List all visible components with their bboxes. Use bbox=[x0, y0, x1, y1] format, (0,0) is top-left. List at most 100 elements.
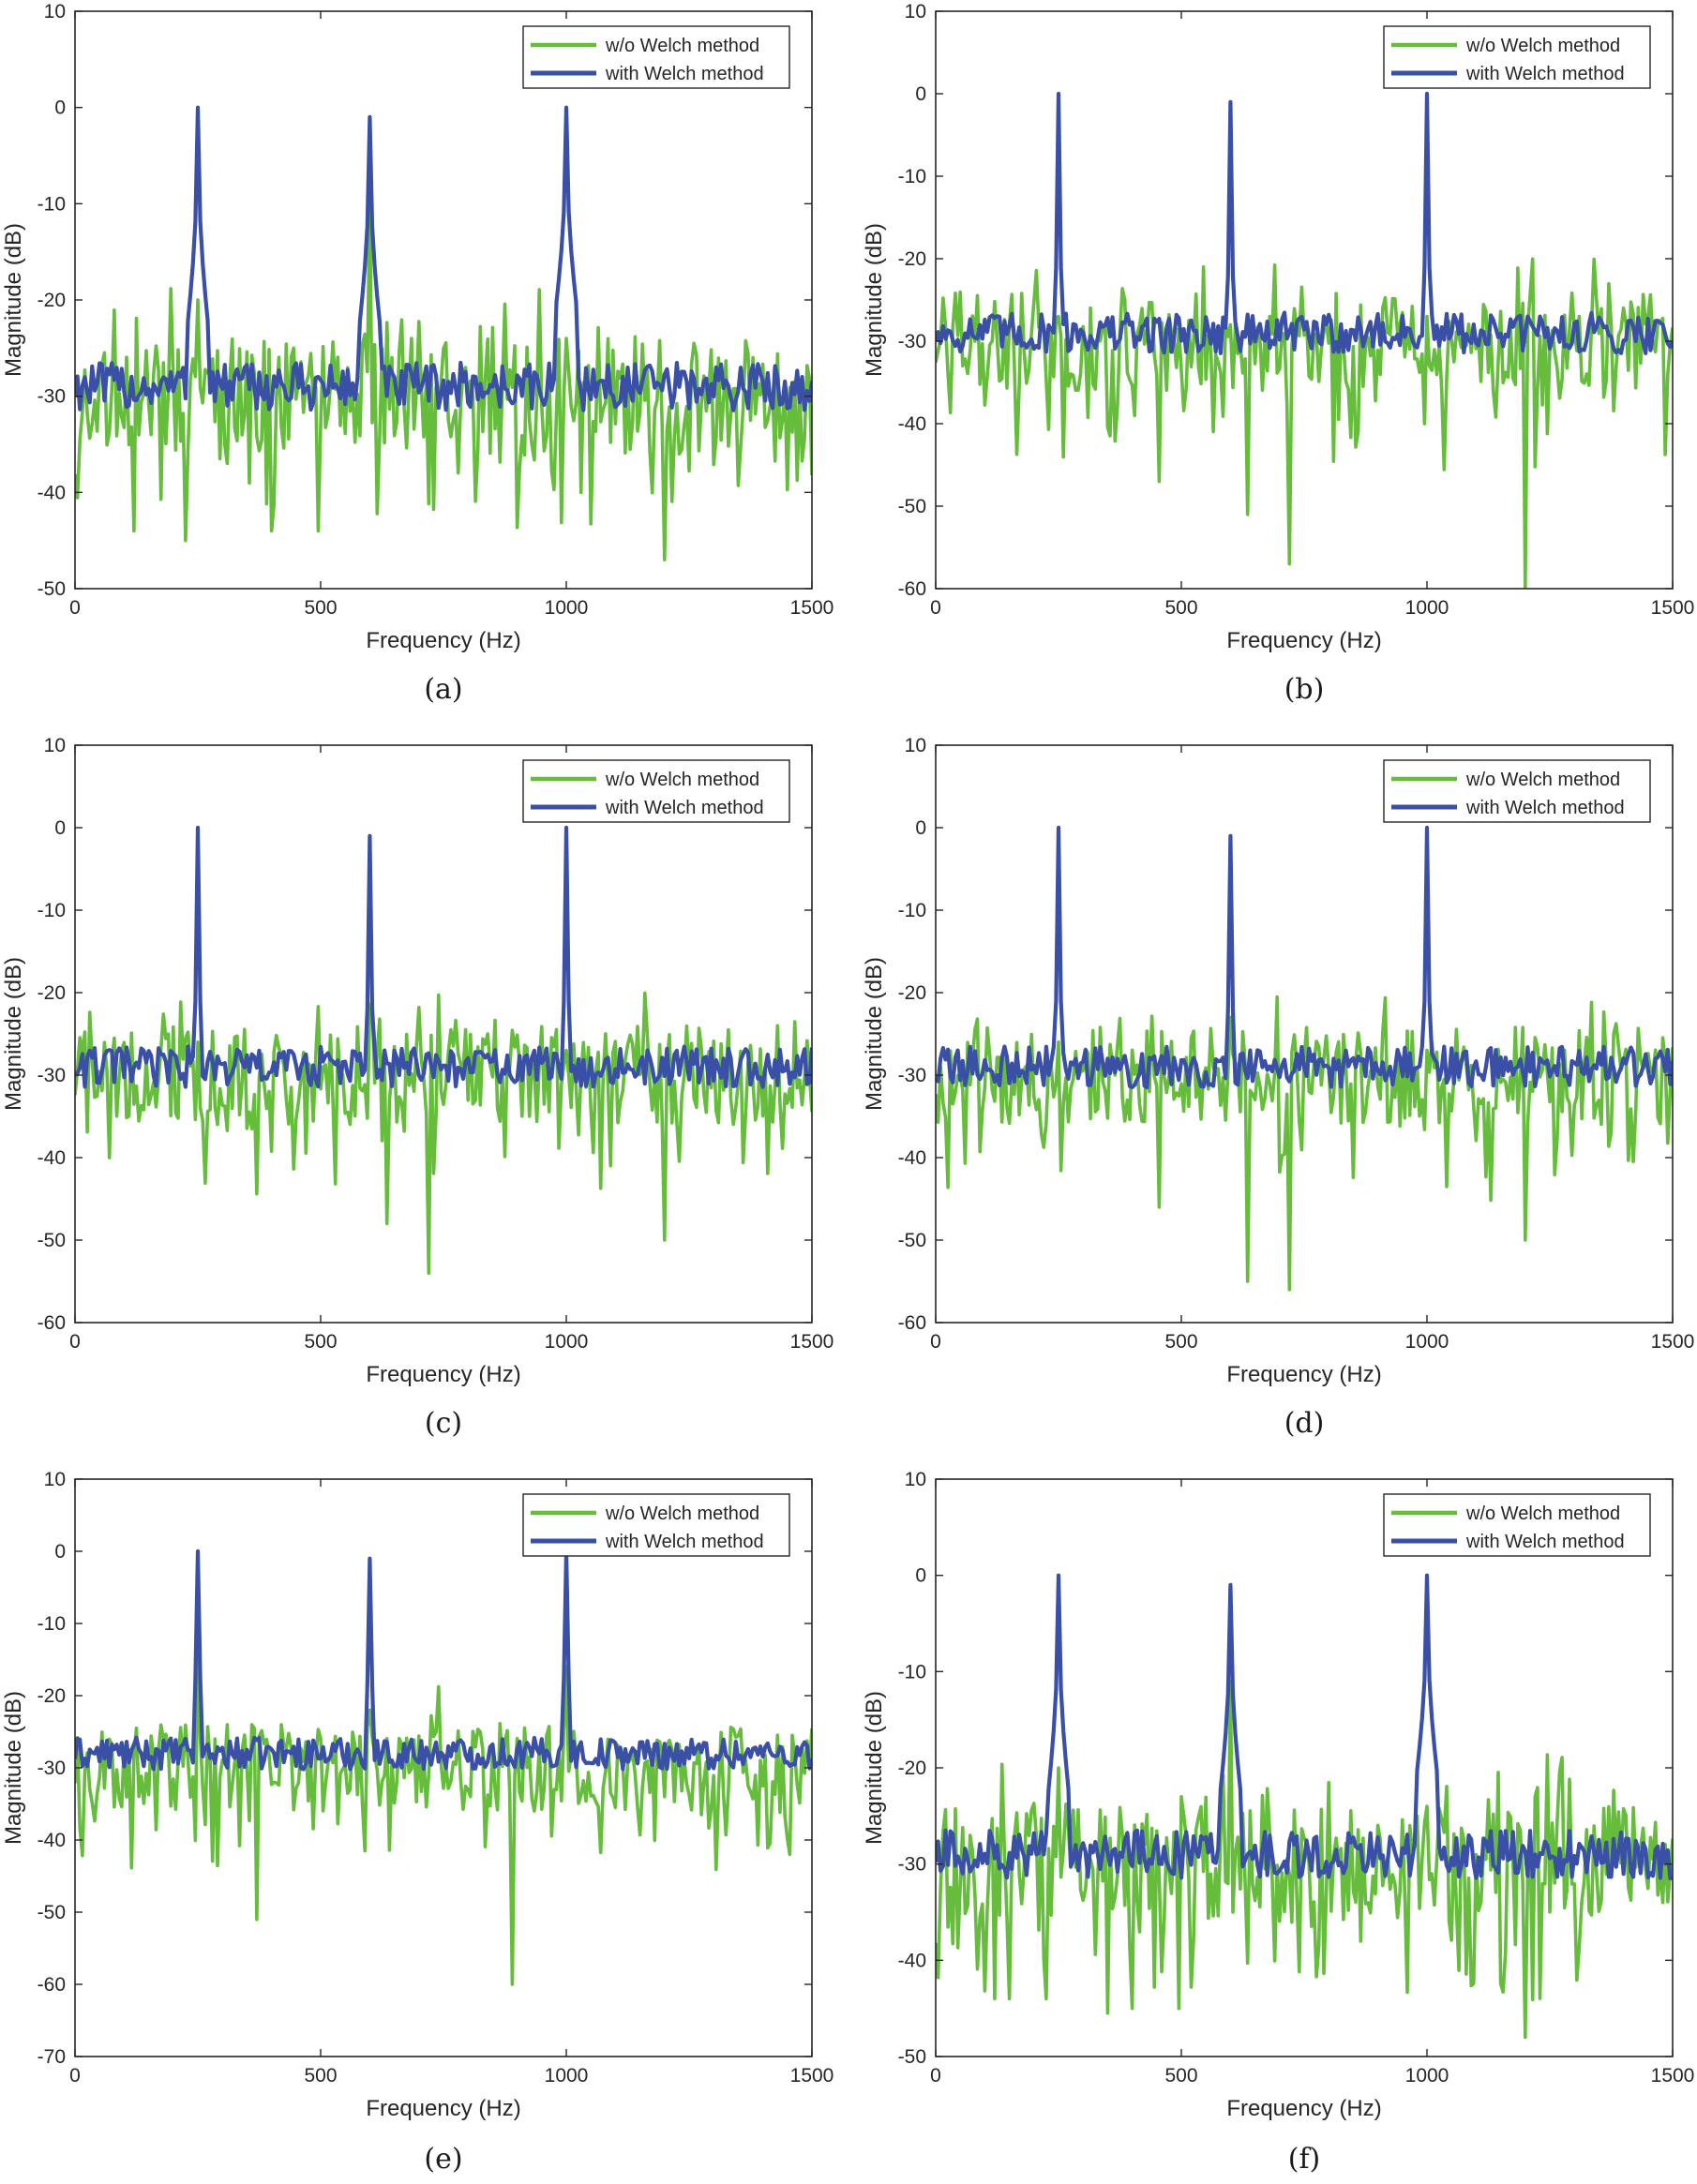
y-tick-label: 10 bbox=[44, 1, 66, 22]
chart-panel-4: 0 500 1000 1500 -60 -50 -40 -30 -20 -10 0 10 Frequen… bbox=[862, 735, 1694, 1440]
y-tick-label: -40 bbox=[898, 1950, 926, 1971]
x-tick-label: 1500 bbox=[790, 1331, 834, 1353]
y-tick-label: -20 bbox=[898, 982, 926, 1004]
y-tick-label: -30 bbox=[38, 386, 66, 408]
axes-frame bbox=[935, 744, 1674, 1324]
y-tick-label: 0 bbox=[54, 97, 66, 119]
legend-entry-label: w/o Welch method bbox=[605, 1503, 759, 1524]
y-tick-label: -10 bbox=[38, 900, 66, 921]
x-tick-label: 1000 bbox=[1405, 597, 1449, 619]
y-tick-label: -20 bbox=[38, 1685, 66, 1707]
series-line-without-welch bbox=[75, 991, 812, 1275]
x-tick-label: 0 bbox=[930, 1331, 941, 1353]
y-tick-label: -30 bbox=[38, 1758, 66, 1779]
legend-box bbox=[522, 25, 790, 89]
y-tick-label: -10 bbox=[898, 900, 926, 921]
series-line-without-welch bbox=[75, 1643, 812, 1986]
x-tick-label: 1000 bbox=[1405, 1331, 1449, 1353]
x-tick-label: 500 bbox=[304, 597, 337, 619]
x-tick-label: 1500 bbox=[790, 2065, 834, 2087]
y-tick-label: 0 bbox=[915, 1565, 926, 1587]
y-tick-label: -20 bbox=[38, 982, 66, 1004]
y-tick-label: -70 bbox=[38, 2046, 66, 2068]
x-tick-label: 1500 bbox=[790, 597, 834, 619]
legend-box bbox=[1383, 1493, 1651, 1557]
series-line-without-welch bbox=[936, 257, 1673, 589]
axes-frame bbox=[935, 10, 1674, 590]
legend: w/o Welch method with Welch method bbox=[522, 1493, 790, 1557]
panel-caption: (d) bbox=[1284, 1407, 1325, 1440]
axes-frame bbox=[74, 744, 813, 1324]
x-axis-label: Frequency (Hz) bbox=[1226, 1362, 1381, 1387]
panel-caption: (f) bbox=[1288, 2143, 1321, 2176]
series-line-with-welch bbox=[936, 825, 1673, 1090]
legend-box bbox=[522, 1493, 790, 1557]
y-tick-label: -30 bbox=[898, 1065, 926, 1086]
legend: w/o Welch method with Welch method bbox=[1383, 759, 1651, 823]
x-axis-label: Frequency (Hz) bbox=[366, 1362, 520, 1387]
x-tick-label: 1000 bbox=[545, 597, 589, 619]
series-line-without-welch bbox=[936, 1679, 1673, 2040]
legend-box bbox=[1383, 759, 1651, 823]
y-tick-label: 0 bbox=[915, 817, 926, 839]
y-tick-label: -50 bbox=[38, 1230, 66, 1251]
series-line-with-welch bbox=[936, 91, 1673, 355]
x-tick-label: 500 bbox=[1164, 1331, 1197, 1353]
x-axis-label: Frequency (Hz) bbox=[1226, 628, 1381, 653]
y-tick-label: -10 bbox=[898, 1661, 926, 1683]
y-tick-label: -40 bbox=[898, 1147, 926, 1169]
series-line-without-welch bbox=[936, 995, 1673, 1292]
legend: w/o Welch method with Welch method bbox=[522, 25, 790, 89]
y-tick-label: 10 bbox=[905, 735, 926, 756]
y-tick-label: -10 bbox=[38, 193, 66, 215]
y-tick-label: -60 bbox=[898, 578, 926, 600]
y-tick-label: -40 bbox=[38, 482, 66, 503]
x-axis-label: Frequency (Hz) bbox=[366, 628, 520, 653]
y-tick-label: 10 bbox=[44, 735, 66, 756]
y-tick-label: -60 bbox=[898, 1312, 926, 1334]
x-axis-label: Frequency (Hz) bbox=[366, 2096, 520, 2121]
legend-entry-label: with Welch method bbox=[1465, 64, 1625, 84]
legend-entry-label: w/o Welch method bbox=[1465, 36, 1620, 56]
x-tick-label: 0 bbox=[69, 2065, 81, 2087]
chart-panel-6: 0 500 1000 1500 -50 -40 -30 -20 -10 0 10 Frequency … bbox=[862, 1469, 1694, 2176]
panel-caption: (c) bbox=[425, 1407, 462, 1440]
x-tick-label: 1500 bbox=[1651, 597, 1695, 619]
y-tick-label: -40 bbox=[38, 1147, 66, 1169]
x-tick-label: 1500 bbox=[1651, 1331, 1695, 1353]
series-line-without-welch bbox=[75, 202, 812, 561]
y-tick-label: -10 bbox=[898, 166, 926, 187]
chart-panel-2: 0 500 1000 1500 -60 -50 -40 -30 -20 -10 0 10 Frequen… bbox=[862, 1, 1694, 706]
x-tick-label: 1000 bbox=[1405, 2065, 1449, 2087]
legend-box bbox=[522, 759, 790, 823]
y-tick-label: 10 bbox=[44, 1469, 66, 1490]
x-tick-label: 500 bbox=[304, 2065, 337, 2087]
legend-entry-label: w/o Welch method bbox=[605, 770, 759, 790]
x-axis-label: Frequency (Hz) bbox=[1226, 2096, 1381, 2121]
legend-entry-label: with Welch method bbox=[1465, 1532, 1625, 1552]
chart-panel-3: 0 500 1000 1500 -60 -50 -40 -30 -20 -10 0 10 Frequen… bbox=[1, 735, 833, 1440]
y-tick-label: -10 bbox=[38, 1613, 66, 1635]
y-tick-label: -40 bbox=[898, 413, 926, 435]
x-tick-label: 1000 bbox=[545, 2065, 589, 2087]
x-tick-label: 1500 bbox=[1651, 2065, 1695, 2087]
y-tick-label: -50 bbox=[38, 578, 66, 600]
legend-entry-label: with Welch method bbox=[605, 798, 764, 818]
y-tick-label: -50 bbox=[898, 1230, 926, 1251]
legend-entry-label: w/o Welch method bbox=[1465, 1503, 1620, 1524]
y-tick-label: -30 bbox=[38, 1065, 66, 1086]
series-line-with-welch bbox=[75, 825, 812, 1089]
y-tick-label: -20 bbox=[898, 1758, 926, 1779]
y-tick-label: 10 bbox=[905, 1, 926, 22]
series-line-with-welch bbox=[75, 105, 812, 412]
y-tick-label: 10 bbox=[905, 1469, 926, 1490]
y-tick-label: -20 bbox=[38, 290, 66, 311]
y-axis-label: Magnitude (dB) bbox=[862, 1691, 887, 1845]
series-line-with-welch bbox=[75, 1548, 812, 1772]
y-axis-label: Magnitude (dB) bbox=[1, 957, 26, 1111]
y-tick-label: -50 bbox=[38, 1902, 66, 1923]
legend: w/o Welch method with Welch method bbox=[1383, 25, 1651, 89]
chart-panel-1: 0 500 1000 1500 -50 -40 -30 -20 -10 0 10 Frequency … bbox=[1, 1, 833, 706]
y-tick-label: -50 bbox=[898, 2046, 926, 2068]
